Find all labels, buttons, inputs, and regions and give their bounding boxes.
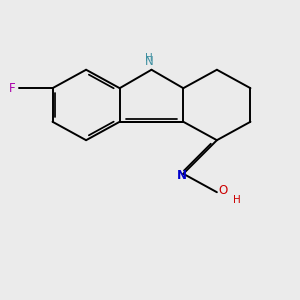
Text: H: H <box>145 53 153 63</box>
Text: O: O <box>218 184 228 197</box>
Text: N: N <box>177 169 187 182</box>
Text: N: N <box>145 55 154 68</box>
Text: F: F <box>9 82 15 95</box>
Text: H: H <box>233 195 241 205</box>
